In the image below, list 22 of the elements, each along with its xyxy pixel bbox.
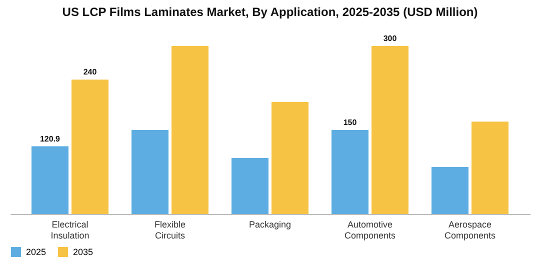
bar [72,80,108,214]
x-tick-label: Aerospace Components [444,220,496,240]
bar [272,102,308,214]
data-label: 300 [383,34,398,43]
bar [172,46,208,214]
x-tick-label: Electrical Insulation [50,220,90,240]
data-label: 120.9 [40,134,61,144]
data-label: 240 [83,68,98,77]
bar [332,130,368,214]
bar [472,122,508,214]
chart-title: US LCP Films Laminates Market, By Application, 2025-2035 (USD Million) [62,5,478,19]
bar [132,130,168,214]
legend-label: 2025 [26,247,46,257]
legend-label: 2035 [73,247,94,257]
x-tick-label: Automotive Components [344,220,396,240]
bar [32,146,68,214]
bar [372,46,408,214]
x-tick-label: Flexible Circuits [154,220,186,240]
bar [232,158,268,214]
bar [432,166,468,214]
data-label: 150 [343,118,358,127]
x-tick-label: Packaging [248,220,292,230]
